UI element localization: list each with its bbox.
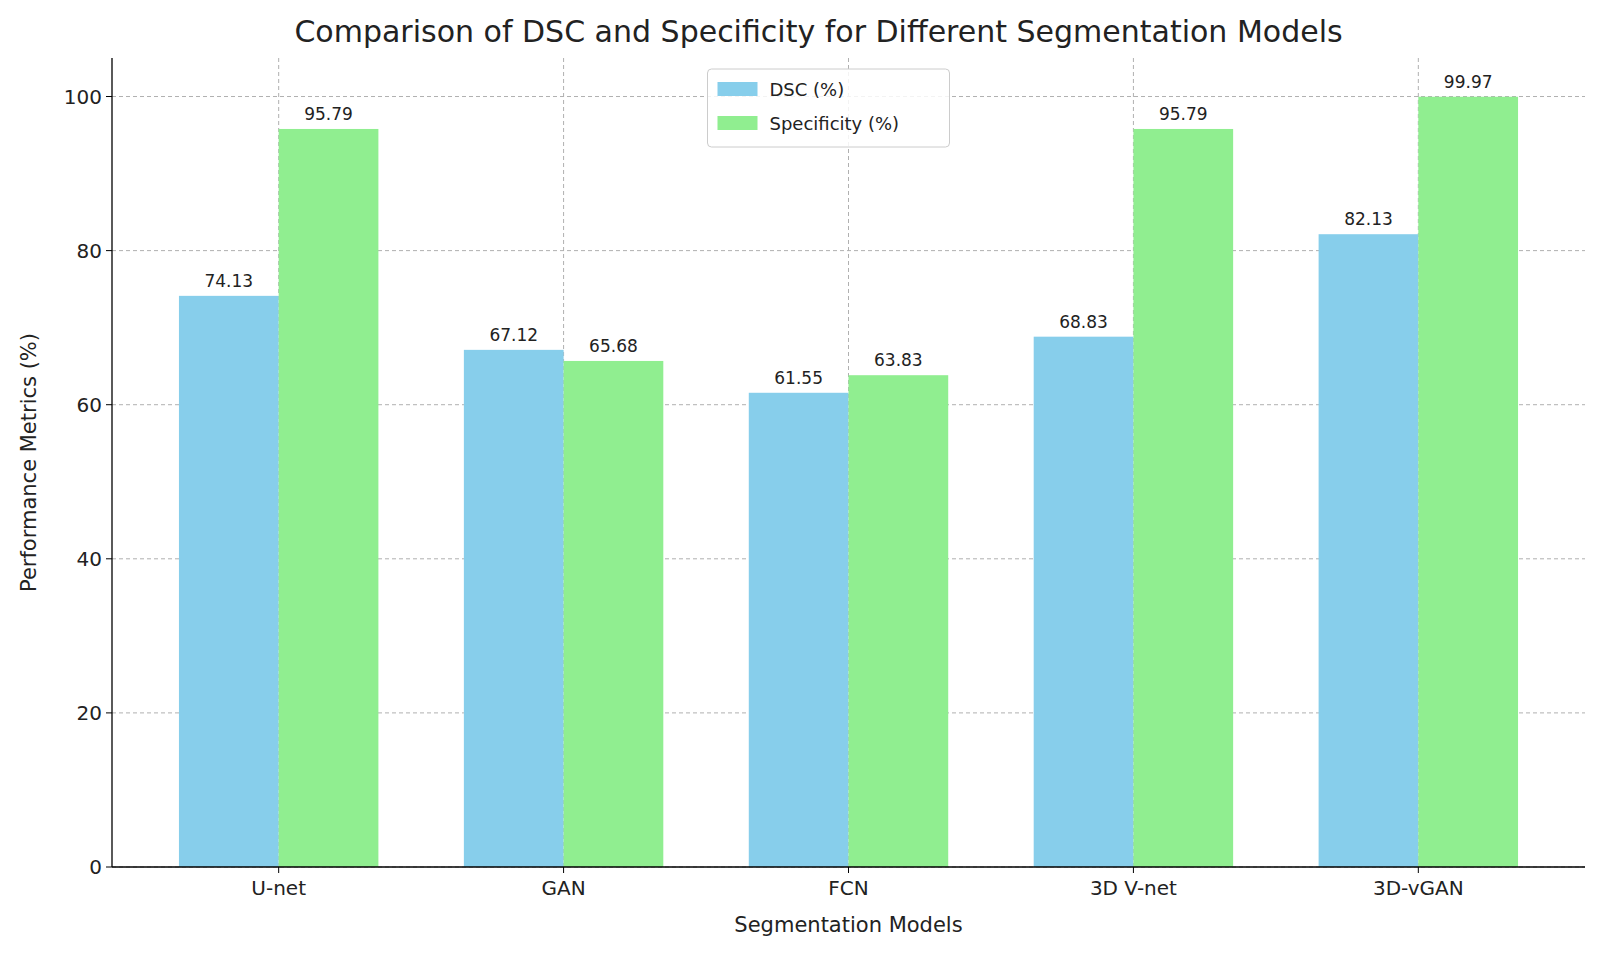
x-tick-label: 3D V-net [1090, 876, 1177, 900]
x-tick [1418, 867, 1419, 873]
bar [464, 350, 564, 867]
data-label: 95.79 [304, 104, 353, 124]
y-tick [106, 96, 112, 97]
x-tick [278, 867, 279, 873]
x-tick-label: 3D-vGAN [1373, 876, 1464, 900]
bar [1133, 129, 1233, 867]
y-tick-label: 40 [77, 547, 102, 571]
data-label: 74.13 [204, 271, 253, 291]
legend-swatch [718, 116, 758, 130]
bar [179, 296, 279, 867]
bar [1418, 97, 1518, 867]
x-tick [563, 867, 564, 873]
y-axis [111, 58, 112, 867]
y-tick [106, 558, 112, 559]
x-tick [1133, 867, 1134, 873]
legend: DSC (%) Specificity (%) [708, 69, 950, 147]
y-tick [106, 712, 112, 713]
legend-label: DSC (%) [770, 79, 845, 100]
x-tick [848, 867, 849, 873]
data-label: 99.97 [1444, 72, 1493, 92]
chart: 74.13 67.12 61.55 68.83 82.13 95.79 65.68 63.83… [0, 0, 1600, 954]
data-label: 68.83 [1059, 312, 1108, 332]
data-labels: 74.13 67.12 61.55 68.83 82.13 95.79 65.68 63.83… [204, 72, 1492, 388]
bars [179, 97, 1518, 867]
bar [1319, 234, 1419, 867]
bar [564, 361, 664, 867]
y-tick [106, 404, 112, 405]
title: Comparison of DSC and Specificity for Di… [294, 14, 1342, 49]
chart-root: 74.13 67.12 61.55 68.83 82.13 95.79 65.68 63.83… [0, 0, 1600, 954]
legend-box [708, 69, 950, 147]
y-tick [106, 867, 112, 868]
y-tick-label: 20 [77, 701, 102, 725]
legend-label: Specificity (%) [770, 113, 900, 134]
legend-swatch [718, 82, 758, 96]
x-tick-label: GAN [542, 876, 586, 900]
y-tick-label: 0 [89, 855, 102, 879]
bar [749, 393, 849, 867]
data-label: 95.79 [1159, 104, 1208, 124]
data-label: 61.55 [774, 368, 823, 388]
data-label: 65.68 [589, 336, 638, 356]
bar [1034, 337, 1134, 867]
x-tick-label: FCN [828, 876, 868, 900]
bar [279, 129, 379, 867]
y-tick-label: 100 [64, 85, 102, 109]
data-label: 67.12 [489, 325, 538, 345]
x-label: Segmentation Models [734, 913, 962, 937]
data-label: 63.83 [874, 350, 923, 370]
y-tick [106, 250, 112, 251]
bar [849, 375, 949, 867]
data-label: 82.13 [1344, 209, 1393, 229]
x-tick-label: U-net [251, 876, 306, 900]
y-tick-label: 80 [77, 239, 102, 263]
y-label: Performance Metrics (%) [17, 333, 41, 592]
y-tick-label: 60 [77, 393, 102, 417]
